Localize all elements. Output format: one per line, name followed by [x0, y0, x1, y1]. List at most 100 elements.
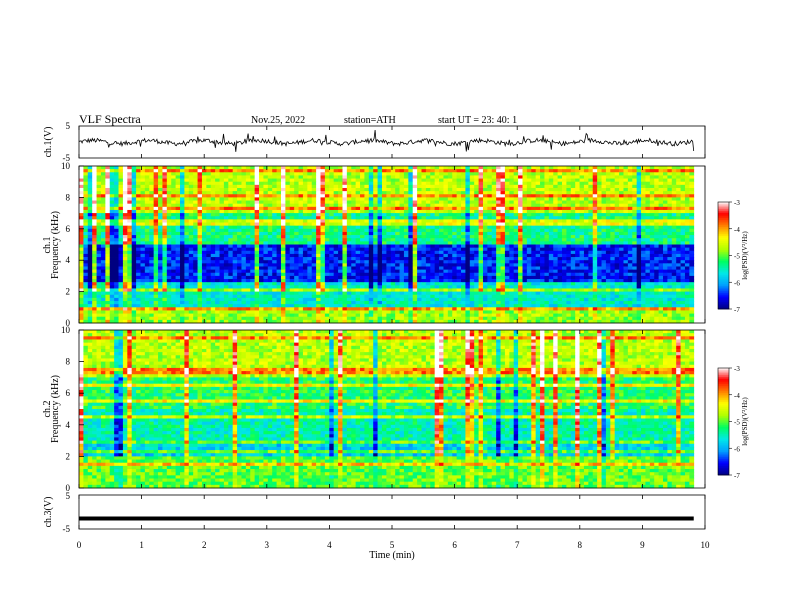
spectrogram-cell [263, 175, 269, 179]
spectrogram-cell [307, 241, 313, 245]
spectrogram-cell [434, 225, 440, 230]
spectrogram-cell [193, 250, 198, 255]
spectrogram-cell [526, 203, 532, 208]
spectrogram-cell [452, 269, 458, 274]
spectrogram-cell [663, 250, 668, 255]
spectrogram-cell [443, 244, 449, 249]
spectrogram-cell [162, 187, 168, 192]
spectrogram-cell [311, 222, 317, 227]
spectrogram-cell [162, 272, 168, 277]
spectrogram-cell [210, 172, 216, 176]
spectrogram-cell [122, 231, 128, 236]
spectrogram-cell [548, 250, 554, 255]
spectrogram-cell [373, 253, 378, 258]
spectrogram-cell [597, 187, 602, 192]
spectrogram-cell [131, 172, 137, 176]
spectrogram-cell [346, 253, 352, 258]
spectrogram-cell [663, 166, 668, 170]
spectrogram-cell [500, 175, 506, 179]
spectrogram-cell [412, 187, 418, 192]
spectrogram-cell [355, 197, 361, 201]
spectrogram-cell [553, 166, 559, 170]
spectrogram-cell [531, 191, 537, 195]
spectrogram-cell [452, 200, 458, 205]
spectrogram-cell [188, 181, 194, 186]
spectrogram-cell [298, 194, 304, 198]
spectrogram-cell [461, 272, 466, 277]
spectrogram-cell [395, 206, 400, 211]
spectrogram-cell [302, 219, 308, 223]
spectrogram-cell [136, 187, 141, 192]
spectrogram-cell [482, 247, 488, 252]
spectrogram-cell [237, 238, 242, 242]
spectrogram-cell [667, 238, 673, 242]
spectrogram-cell [421, 200, 427, 205]
spectrogram-cell [509, 169, 515, 173]
spectrogram-cell [663, 228, 668, 233]
spectrogram-cell [522, 269, 528, 274]
spectrogram-cell [83, 222, 89, 227]
spectrogram-cell [390, 263, 396, 267]
spectrogram-cell [583, 200, 589, 205]
spectrogram-cell [645, 169, 651, 173]
spectrogram-cell [439, 175, 444, 179]
spectrogram-cell [676, 203, 681, 208]
spectrogram-cell [316, 194, 321, 198]
spectrogram-cell [193, 213, 198, 217]
spectrogram-cell [131, 263, 137, 267]
spectrogram-cell [320, 213, 326, 217]
spectrogram-cell [298, 172, 304, 176]
spectrogram-cell [215, 275, 220, 280]
spectrogram-cell [605, 260, 611, 264]
spectrogram-cell [654, 269, 659, 274]
spectrogram-cell [324, 228, 330, 233]
spectrogram-cell [316, 272, 321, 277]
spectrogram-cell [355, 175, 361, 179]
spectrogram-cell [434, 228, 440, 233]
spectrogram-cell [79, 238, 84, 242]
spectrogram-cell [259, 272, 264, 277]
spectrogram-cell [645, 253, 651, 258]
spectrogram-cell [215, 178, 220, 183]
spectrogram-cell [144, 181, 150, 186]
spectrogram-cell [667, 191, 673, 195]
spectrogram-cell [149, 203, 155, 208]
spectrogram-cell [272, 194, 277, 198]
spectrogram-cell [184, 216, 190, 220]
spectrogram-cell [109, 194, 115, 198]
spectrogram-cell [79, 219, 84, 223]
spectrogram-cell [241, 275, 247, 280]
spectrogram-cell [544, 269, 550, 274]
spectrogram-cell [588, 247, 594, 252]
spectrogram-cell [487, 209, 493, 214]
spectrogram-cell [684, 257, 690, 261]
spectrogram-cell [289, 209, 295, 214]
spectrogram-cell [210, 269, 216, 274]
spectrogram-cell [105, 225, 111, 230]
spectrogram-cell [136, 172, 141, 176]
spectrogram-cell [474, 194, 479, 198]
spectrogram-cell [434, 260, 440, 264]
spectrogram-cell [289, 178, 295, 183]
spectrogram-cell [197, 172, 203, 176]
spectrogram-cell [193, 181, 198, 186]
spectrogram-cell [509, 219, 515, 223]
spectrogram-cell [360, 238, 365, 242]
spectrogram-cell [544, 197, 550, 201]
spectrogram-cell [500, 241, 506, 245]
spectrogram-cell [456, 172, 462, 176]
spectrogram-cell [417, 194, 422, 198]
spectrogram-cell [179, 263, 185, 267]
spectrogram-cell [386, 197, 392, 201]
spectrogram-cell [434, 216, 440, 220]
spectrogram-cell [548, 228, 554, 233]
spectrogram-cell [219, 216, 225, 220]
spectrogram-cell [197, 222, 203, 227]
spectrogram-cell [276, 175, 282, 179]
spectrogram-cell [79, 225, 84, 230]
spectrogram-cell [461, 206, 466, 211]
spectrogram-cell [597, 172, 602, 176]
spectrogram-cell [259, 257, 264, 261]
spectrogram-cell [491, 169, 497, 173]
spectrogram-cell [592, 235, 598, 239]
